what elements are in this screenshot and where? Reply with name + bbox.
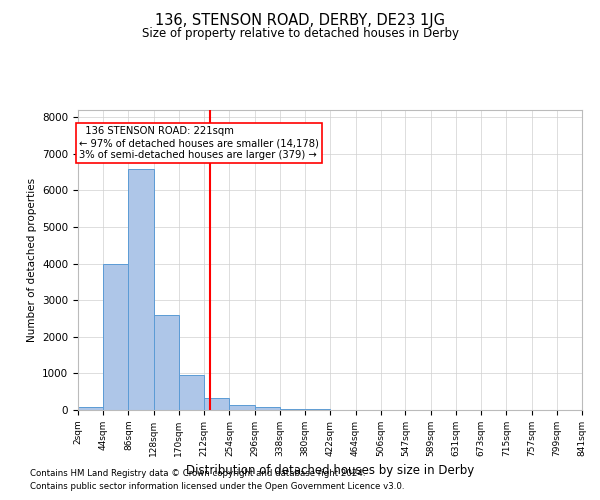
Bar	[254, 407, 280, 410]
Bar	[280, 408, 305, 410]
Text: Size of property relative to detached houses in Derby: Size of property relative to detached ho…	[142, 28, 458, 40]
Bar	[103, 264, 128, 410]
Text: Contains public sector information licensed under the Open Government Licence v3: Contains public sector information licen…	[30, 482, 404, 491]
Text: 136 STENSON ROAD: 221sqm
← 97% of detached houses are smaller (14,178)
3% of sem: 136 STENSON ROAD: 221sqm ← 97% of detach…	[79, 126, 319, 160]
Bar	[204, 398, 229, 410]
Text: 136, STENSON ROAD, DERBY, DE23 1JG: 136, STENSON ROAD, DERBY, DE23 1JG	[155, 12, 445, 28]
Bar	[179, 375, 204, 410]
Bar	[128, 168, 154, 410]
X-axis label: Distribution of detached houses by size in Derby: Distribution of detached houses by size …	[186, 464, 474, 477]
Text: Contains HM Land Registry data © Crown copyright and database right 2024.: Contains HM Land Registry data © Crown c…	[30, 468, 365, 477]
Bar	[154, 315, 179, 410]
Bar	[78, 408, 103, 410]
Y-axis label: Number of detached properties: Number of detached properties	[26, 178, 37, 342]
Bar	[229, 404, 254, 410]
